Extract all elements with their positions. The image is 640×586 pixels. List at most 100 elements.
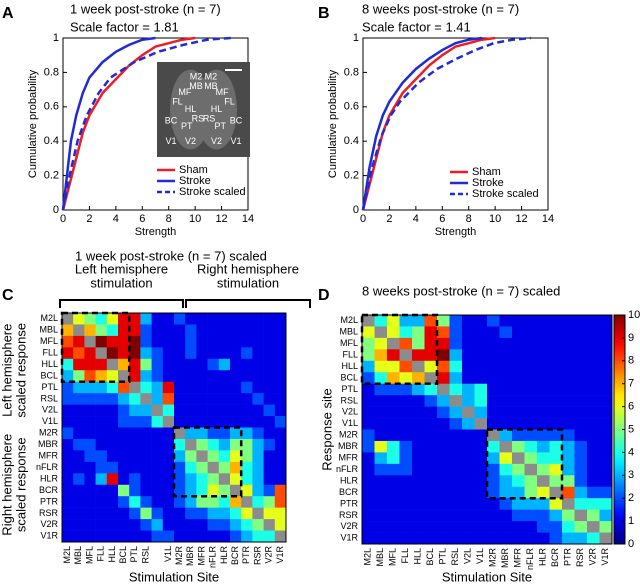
heat-cell (174, 370, 186, 382)
heat-cell (162, 473, 175, 486)
missing-cell (412, 360, 425, 373)
heat-cell (399, 509, 413, 522)
heat-cell (474, 463, 488, 476)
heat-cell (574, 475, 588, 488)
heat-cell (487, 418, 500, 430)
row-label: V2R (40, 519, 58, 529)
x-axis-label: Stimulation Site (442, 569, 532, 584)
heat-cell (185, 530, 197, 543)
heat-cell (118, 473, 130, 486)
heat-cell (252, 427, 264, 440)
heat-cell (512, 486, 525, 499)
row-label: HLL (341, 361, 358, 371)
heat-cell (537, 360, 550, 373)
heat-cell (162, 404, 175, 417)
heat-cell (462, 486, 475, 499)
heat-cell (562, 337, 575, 350)
heat-cell (599, 337, 613, 350)
heat-cell (73, 416, 85, 428)
heat-cell (587, 532, 600, 545)
colorbar-tick-label: 9 (628, 332, 634, 344)
inset-label: V1 (165, 136, 176, 146)
row-label: HLR (40, 473, 59, 483)
heat-cell (499, 452, 513, 465)
heat-cell (437, 498, 450, 510)
missing-cell (524, 463, 538, 476)
heat-cell (399, 498, 413, 510)
heat-cell (449, 418, 463, 430)
heat-cell (599, 486, 613, 499)
heat-cell (474, 452, 488, 465)
heat-cell (151, 313, 164, 325)
heat-cell (196, 393, 208, 405)
column-label: HLL (413, 548, 423, 565)
heat-cell (129, 519, 141, 531)
heat-cell (599, 395, 613, 407)
heat-cell (185, 347, 197, 360)
heat-cell (512, 509, 525, 522)
heat-cell (140, 370, 152, 382)
x-tick-label: 6 (439, 213, 445, 225)
heat-cell (263, 404, 276, 417)
column-label: PTL (438, 548, 448, 565)
missing-cell (474, 418, 488, 430)
y-tick-label: 0.6 (344, 101, 359, 113)
heat-cell (549, 360, 563, 373)
missing-cell (95, 347, 108, 360)
heat-cell (424, 406, 438, 419)
heat-cell (218, 530, 231, 543)
heat-cell (263, 461, 276, 474)
heat-cell (449, 498, 463, 510)
row-label: HLL (41, 359, 58, 369)
heat-cell (437, 521, 450, 533)
heat-cell (151, 496, 164, 508)
row-label: MBR (38, 439, 59, 449)
heat-cell (218, 450, 231, 463)
heat-cell (140, 507, 152, 520)
heat-cell (129, 484, 141, 497)
heat-cell (207, 530, 220, 543)
heat-cell (73, 496, 85, 508)
heat-cell (549, 372, 563, 384)
heat-cell (562, 395, 575, 407)
heat-cell (174, 347, 186, 360)
column-label: RSL (140, 546, 150, 564)
inset-label: V1 (231, 136, 242, 146)
heat-cell (449, 315, 463, 327)
heat-cell (118, 416, 130, 428)
heat-cell (387, 315, 400, 327)
heat-cell (106, 370, 119, 382)
heat-cell (462, 440, 475, 453)
heat-cell (374, 486, 388, 499)
heat-cell (474, 315, 488, 327)
heat-cell (196, 370, 208, 382)
heat-cell (207, 404, 220, 417)
heat-cell (587, 418, 600, 430)
column-label: FLL (96, 546, 106, 562)
heat-cell (84, 381, 96, 394)
heat-cell (512, 498, 525, 510)
colorbar-tick-label: 4 (628, 446, 634, 458)
heat-cell (129, 358, 141, 371)
heat-cell (185, 484, 197, 497)
heat-cell (512, 395, 525, 407)
heat-cell (62, 404, 74, 417)
heat-cell (196, 519, 208, 531)
missing-cell (387, 337, 400, 350)
heat-cell (599, 372, 613, 384)
heat-cell (412, 383, 425, 396)
row-label: PTL (41, 382, 58, 392)
heat-cell (95, 370, 108, 382)
heat-cell (424, 509, 438, 522)
heat-cell (218, 461, 231, 474)
heat-cell (252, 324, 264, 337)
row-label: BCL (40, 370, 58, 380)
heat-cell (218, 347, 231, 360)
heat-cell (84, 507, 96, 520)
row-label: V1L (42, 416, 58, 426)
missing-cell (587, 521, 600, 533)
column-label: MFR (513, 548, 523, 568)
heat-cell (230, 335, 242, 348)
heat-cell (196, 484, 208, 497)
heat-cell (151, 438, 164, 451)
